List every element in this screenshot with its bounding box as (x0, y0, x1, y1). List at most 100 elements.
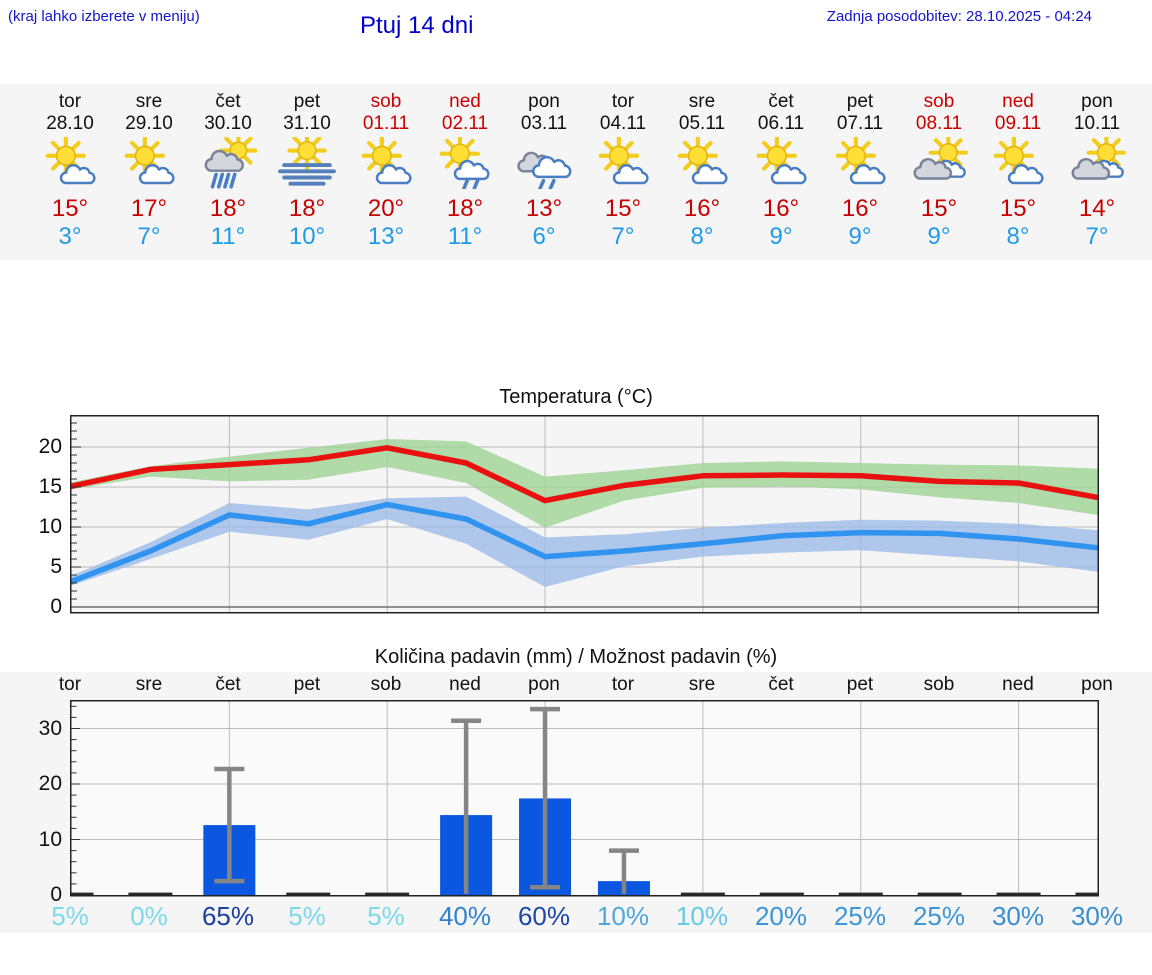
forecast-day-column[interactable]: pet 31.10 18° 10° (268, 84, 347, 260)
weather-clouds-rain-icon (517, 151, 572, 189)
precip-day-label: pet (846, 674, 874, 695)
day-min-temp: 7° (611, 223, 635, 250)
day-icon-slot (268, 137, 347, 189)
day-min-temp: 9° (927, 223, 951, 250)
max-temp-line (70, 445, 1099, 504)
forecast-day-column[interactable]: sre 05.11 16° 8° (663, 84, 742, 260)
day-date: 04.11 (599, 113, 647, 134)
forecast-day-column[interactable]: ned 09.11 15° 8° (979, 84, 1058, 260)
day-date: 07.11 (836, 113, 884, 134)
forecast-day-column[interactable]: sob 08.11 15° 9° (900, 84, 979, 260)
precip-probability-label: 10% (675, 901, 729, 931)
precip-day-label: pet (293, 674, 321, 695)
day-max-temp: 14° (1078, 195, 1116, 222)
weather-sun-cloud-icon (361, 137, 412, 185)
day-icon-slot (821, 137, 900, 189)
day-max-temp: 15° (51, 195, 89, 222)
day-name: čet (215, 91, 241, 112)
forecast-day-column[interactable]: čet 06.11 16° 9° (742, 84, 821, 260)
day-max-temp: 18° (446, 195, 484, 222)
precip-probability-label: 5% (288, 901, 326, 931)
precip-zero-mark (365, 892, 410, 895)
precip-zero-mark (759, 892, 804, 895)
min-temp-line (70, 501, 1099, 585)
forecast-day-column[interactable]: sob 01.11 20° 13° (347, 84, 426, 260)
day-max-temp: 15° (999, 195, 1037, 222)
forecast-day-column[interactable]: pet 07.11 16° 9° (821, 84, 900, 260)
day-icon-slot (584, 137, 663, 189)
precip-probability-label: 0% (130, 901, 168, 931)
precip-day-label: pon (1081, 674, 1113, 695)
location-hint: (kraj lahko izberete v meniju) (8, 8, 200, 25)
day-name: pet (846, 91, 874, 112)
day-max-temp: 15° (604, 195, 642, 222)
day-name: sre (688, 91, 716, 112)
forecast-day-column[interactable]: tor 28.10 15° 3° (31, 84, 110, 260)
weather-rain-sun-icon (204, 137, 257, 189)
y-axis-label: 0 (50, 595, 62, 618)
precip-probability-label: 25% (912, 901, 966, 931)
day-min-temp: 9° (848, 223, 872, 250)
day-icon-slot (505, 137, 584, 189)
day-icon-slot (426, 137, 505, 189)
weather-sun-fog-icon (278, 137, 336, 186)
day-date: 01.11 (362, 113, 410, 134)
page-title: Ptuj 14 dni (360, 12, 474, 39)
precip-day-label: sre (688, 674, 716, 695)
forecast-day-column[interactable]: pon 10.11 14° 7° (1058, 84, 1137, 260)
day-name: sre (135, 91, 163, 112)
precip-day-label: čet (215, 674, 241, 695)
day-min-temp: 10° (288, 223, 326, 250)
day-icon-slot (31, 137, 110, 189)
forecast-day-column[interactable]: pon 03.11 13° 6° (505, 84, 584, 260)
weather-sun-rain-light-icon (439, 137, 490, 189)
precip-zero-mark (128, 892, 173, 895)
day-icon-slot (1058, 137, 1137, 189)
precip-day-label: sre (135, 674, 163, 695)
day-min-temp: 7° (1085, 223, 1109, 250)
day-date: 08.11 (915, 113, 963, 134)
precip-zero-mark (70, 892, 94, 895)
precip-probability-label: 25% (833, 901, 887, 931)
day-date: 06.11 (757, 113, 805, 134)
precip-day-label: sob (370, 674, 402, 695)
y-axis-label: 5 (50, 555, 62, 578)
forecast-day-column[interactable]: tor 04.11 15° 7° (584, 84, 663, 260)
precipitation-chart (70, 700, 1099, 897)
weather-sun-cloud-icon (756, 137, 807, 185)
day-icon-slot (189, 137, 268, 189)
weather-sun-cloud-icon (45, 137, 96, 185)
precip-zero-mark (838, 892, 883, 895)
precip-zero-mark (917, 892, 962, 895)
precip-probability-label: 20% (754, 901, 808, 931)
day-date: 09.11 (994, 113, 1042, 134)
forecast-day-column[interactable]: sre 29.10 17° 7° (110, 84, 189, 260)
day-min-temp: 8° (690, 223, 714, 250)
weather-cloud-sun-icon (1071, 137, 1126, 180)
day-icon-slot (900, 137, 979, 189)
day-name: čet (768, 91, 794, 112)
forecast-day-column[interactable]: ned 02.11 18° 11° (426, 84, 505, 260)
weather-sun-cloud-icon (598, 137, 649, 185)
y-axis-label: 15 (38, 475, 62, 498)
weather-sun-cloud-icon (677, 137, 728, 185)
precip-probability-label: 5% (51, 901, 89, 931)
precip-day-label: tor (58, 674, 82, 695)
day-date: 05.11 (678, 113, 726, 134)
forecast-strip: tor 28.10 15° 3° sre 29.10 17° 7° čet 30.10 18° 11°… (0, 84, 1152, 260)
day-icon-slot (742, 137, 821, 189)
precip-probability-label: 30% (991, 901, 1045, 931)
day-min-temp: 9° (769, 223, 793, 250)
day-date: 30.10 (204, 113, 252, 134)
precip-zero-mark (1075, 892, 1099, 895)
weather-sun-cloud-icon (835, 137, 886, 185)
day-max-temp: 17° (130, 195, 168, 222)
y-axis-label: 20 (38, 435, 62, 458)
forecast-day-column[interactable]: čet 30.10 18° 11° (189, 84, 268, 260)
precip-day-label: sob (923, 674, 955, 695)
day-name: tor (58, 91, 82, 112)
temp-chart-title: Temperatura (°C) (499, 386, 653, 408)
day-max-temp: 13° (525, 195, 563, 222)
precip-probability-label: 30% (1070, 901, 1124, 931)
day-date: 02.11 (441, 113, 489, 134)
